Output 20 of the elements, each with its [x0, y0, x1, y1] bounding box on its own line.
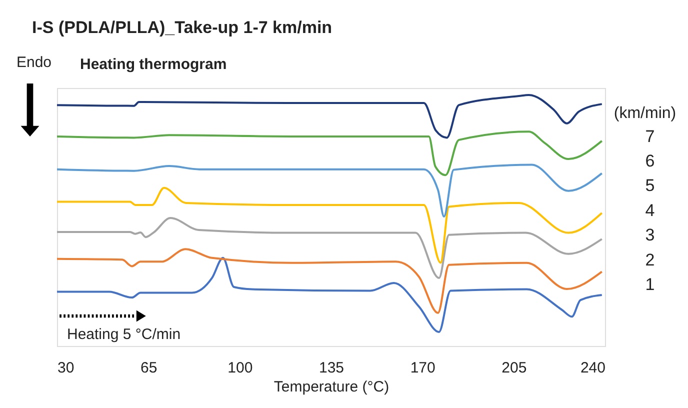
text: 7: [645, 126, 655, 146]
text: 4: [645, 200, 655, 220]
chart-subtitle: Heating thermogram: [80, 56, 227, 73]
x-tick-label: 205: [502, 360, 527, 376]
text: 3: [645, 226, 655, 245]
chart-title: I-S (PDLA/PLLA)_Take-up 1-7 km/min: [32, 18, 332, 37]
x-tick-label: 135: [318, 360, 344, 376]
annotation: Heating 5 °C/min: [67, 326, 181, 343]
x-tick-label: 100: [228, 360, 253, 376]
text: 2: [645, 250, 655, 270]
text: Endo: [16, 54, 52, 71]
x-tick-label: 170: [410, 360, 436, 376]
text: 6: [645, 152, 655, 170]
text: 5: [645, 176, 655, 196]
x-axis-title: Temperature (°C): [274, 378, 390, 396]
x-tick-label: 65: [140, 360, 158, 376]
text: 1: [645, 275, 655, 294]
x-tick-label: 30: [58, 360, 74, 376]
legend-title: (km/min): [614, 105, 676, 122]
x-tick-label: 240: [580, 360, 606, 376]
